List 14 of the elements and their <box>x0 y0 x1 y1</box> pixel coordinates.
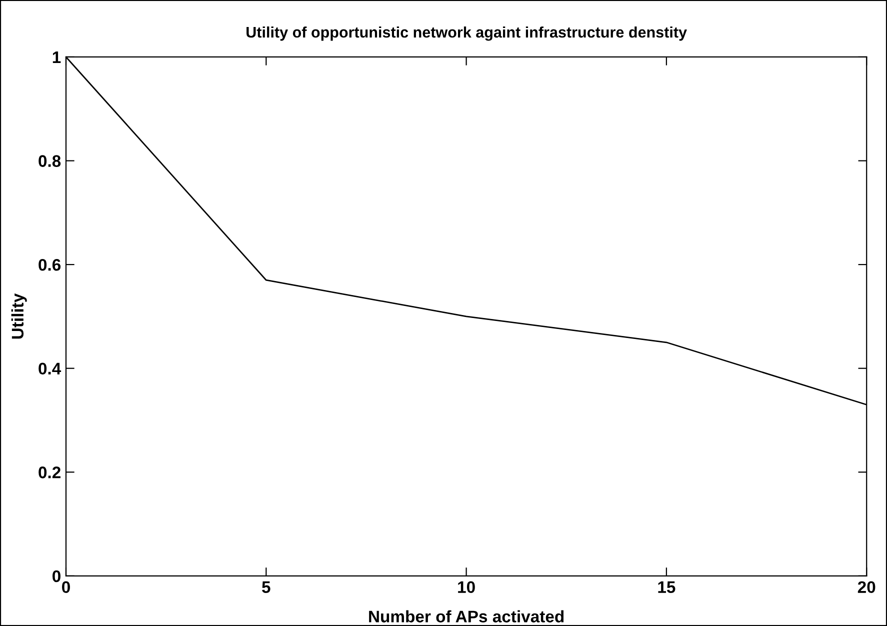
y-tick-label: 0.6 <box>38 258 61 271</box>
x-tick-label: 5 <box>262 581 270 594</box>
y-tick-label: 1 <box>52 52 61 64</box>
y-tick-label: 0 <box>52 570 60 582</box>
chart-title: Utility of opportunistic network againt infrastructure denstity <box>246 26 687 41</box>
x-tick-label: 10 <box>458 581 475 594</box>
y-tick-label: 0.4 <box>38 362 62 375</box>
x-tick-label: 15 <box>658 581 676 594</box>
y-tick-label: 0.8 <box>38 155 61 167</box>
x-tick-label: 20 <box>858 581 876 594</box>
y-tick-label: 0.2 <box>38 466 60 478</box>
x-tick-label: 0 <box>62 581 70 594</box>
y-axis-title: Utility <box>11 293 27 339</box>
x-axis-title: Number of APs activated <box>369 610 564 622</box>
